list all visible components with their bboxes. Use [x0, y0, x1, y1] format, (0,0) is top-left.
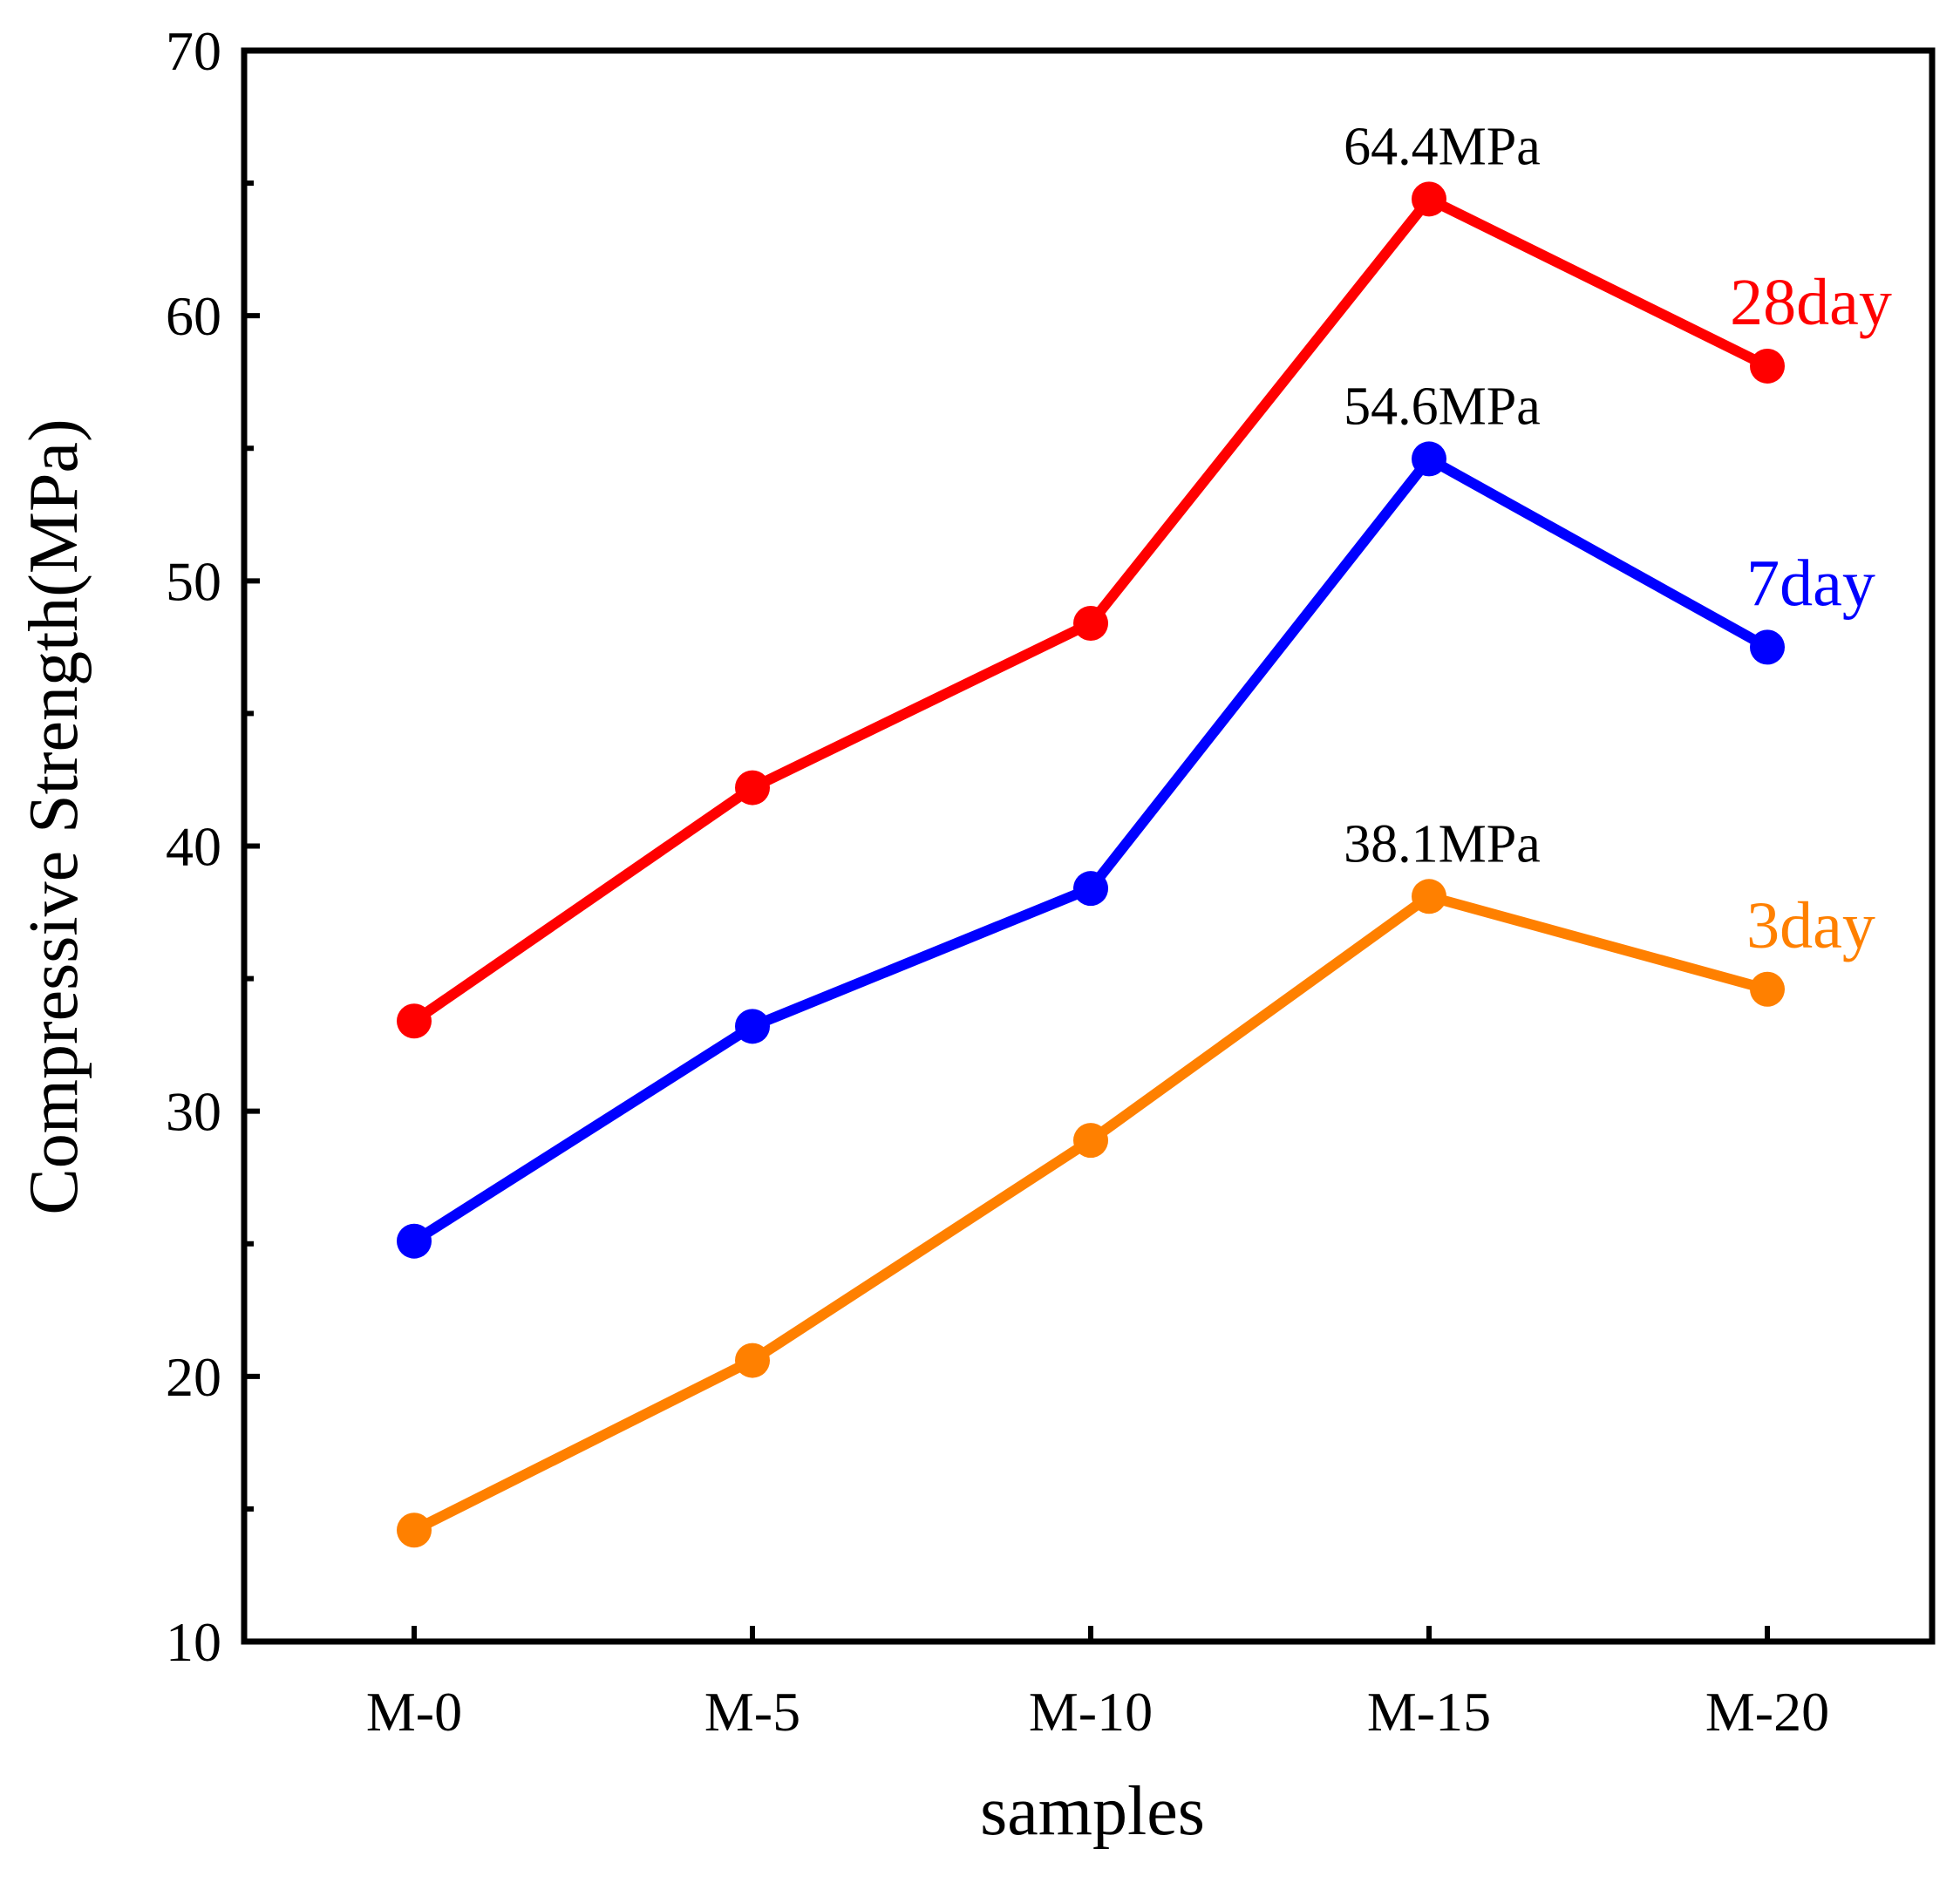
y-tick-label: 60: [166, 285, 221, 347]
data-point-28day: [397, 1003, 432, 1039]
y-tick-label: 10: [166, 1611, 221, 1673]
x-tick-label: M-0: [366, 1681, 462, 1743]
data-point-7day: [735, 1009, 770, 1044]
series-label-28day: 28day: [1730, 266, 1892, 339]
data-point-28day: [735, 770, 770, 806]
y-tick-label: 20: [166, 1346, 221, 1408]
chart-labels: 28day 7day 3day 64.4MPa 54.6MPa 38.1MPa: [1344, 117, 1892, 962]
series-label-7day: 7day: [1746, 547, 1875, 620]
axis-ticks: 10 20 30 40 50 60 70 M-0 M-5 M-10 M-15 M-20: [166, 20, 1829, 1743]
data-point-7day: [1073, 871, 1108, 907]
plot-frame: [241, 47, 1936, 1645]
x-tick-label: M-5: [704, 1681, 800, 1743]
data-point-28day: [1750, 348, 1785, 384]
data-point-7day: [1412, 441, 1446, 477]
y-tick-label: 50: [166, 550, 221, 612]
value-annotation: 64.4MPa: [1344, 117, 1541, 176]
x-tick-label: M-10: [1029, 1681, 1153, 1743]
x-tick-label: M-15: [1367, 1681, 1491, 1743]
data-point-28day: [1073, 606, 1108, 641]
x-tick-label: M-20: [1705, 1681, 1829, 1743]
data-point-7day: [1750, 629, 1785, 665]
data-point-3day: [397, 1513, 432, 1548]
x-axis-label: samples: [980, 1773, 1205, 1850]
value-annotation: 54.6MPa: [1344, 377, 1541, 436]
y-tick-label: 70: [166, 20, 221, 82]
data-point-3day: [1073, 1123, 1108, 1159]
data-point-7day: [397, 1223, 432, 1259]
y-tick-label: 40: [166, 816, 221, 878]
y-tick-label: 30: [166, 1081, 221, 1143]
data-point-3day: [1750, 971, 1785, 1007]
value-annotation: 38.1MPa: [1344, 814, 1541, 874]
y-axis-label: Compressive Strength(MPa): [16, 418, 92, 1214]
series-lines: [397, 181, 1785, 1548]
data-point-3day: [735, 1343, 770, 1378]
series-line-3day: [412, 891, 1769, 1535]
data-point-28day: [1412, 181, 1446, 217]
plot-area: [241, 47, 1936, 1645]
data-point-3day: [1412, 879, 1446, 914]
series-label-3day: 3day: [1746, 889, 1875, 962]
